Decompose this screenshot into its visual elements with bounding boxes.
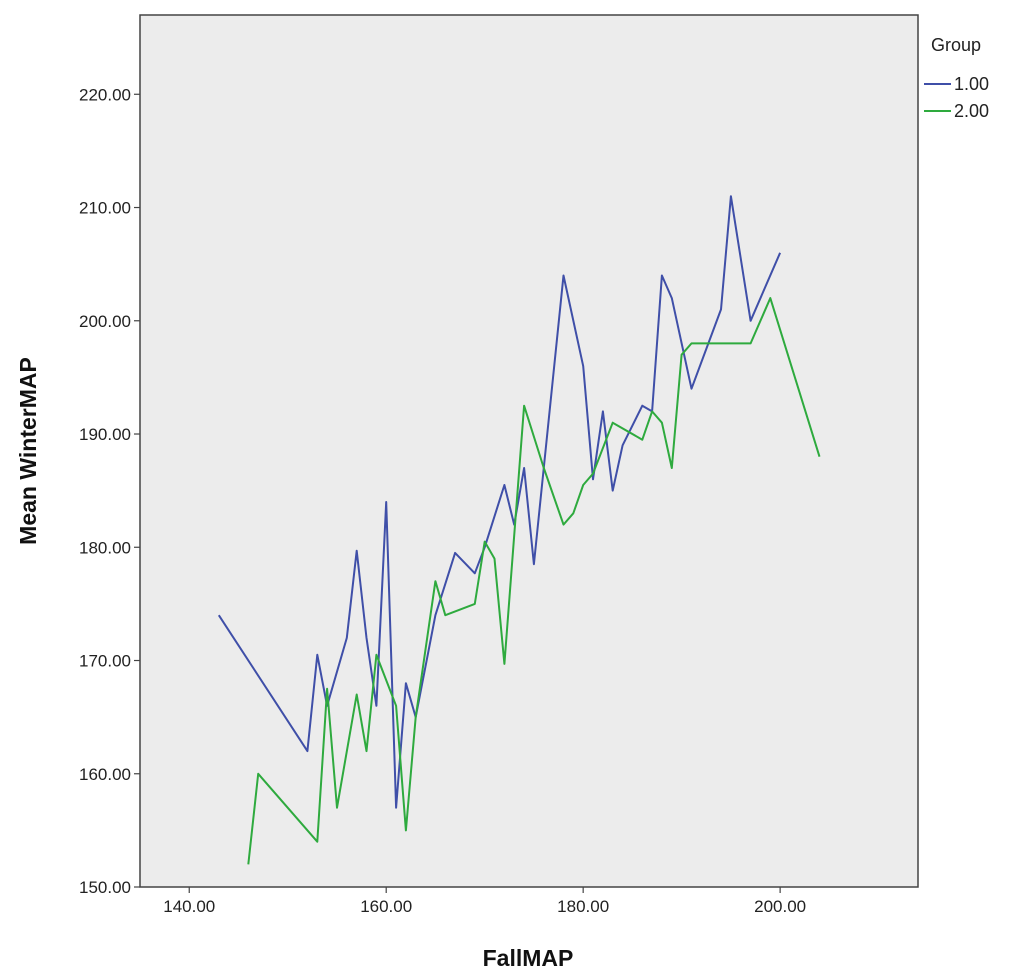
plot-area — [139, 14, 919, 888]
y-axis: 150.00 160.00 170.00 180.00 190.00 200.00 210.… — [79, 85, 140, 897]
y-tick-label: 200.00 — [79, 312, 131, 331]
y-tick-label: 210.00 — [79, 199, 131, 218]
legend-label-1: 1.00 — [954, 74, 989, 94]
y-axis-title: Mean WinterMAP — [15, 357, 41, 545]
x-tick-label: 180.00 — [557, 897, 609, 916]
series-lines — [217, 195, 821, 865]
x-tick-label: 140.00 — [163, 897, 215, 916]
y-tick-label: 220.00 — [79, 85, 131, 104]
legend-label-2: 2.00 — [954, 101, 989, 121]
y-tick-label: 150.00 — [79, 878, 131, 897]
x-tick-label: 200.00 — [754, 897, 806, 916]
y-tick-label: 180.00 — [79, 538, 131, 557]
x-axis: 140.00 160.00 180.00 200.00 — [163, 887, 806, 916]
x-tick-label: 160.00 — [360, 897, 412, 916]
y-tick-label: 160.00 — [79, 765, 131, 784]
x-axis-title: FallMAP — [483, 945, 574, 971]
series-line-2 — [247, 297, 821, 865]
y-tick-label: 170.00 — [79, 652, 131, 671]
y-tick-label: 190.00 — [79, 425, 131, 444]
legend: Group 1.00 2.00 — [924, 35, 989, 121]
legend-title: Group — [931, 35, 981, 55]
